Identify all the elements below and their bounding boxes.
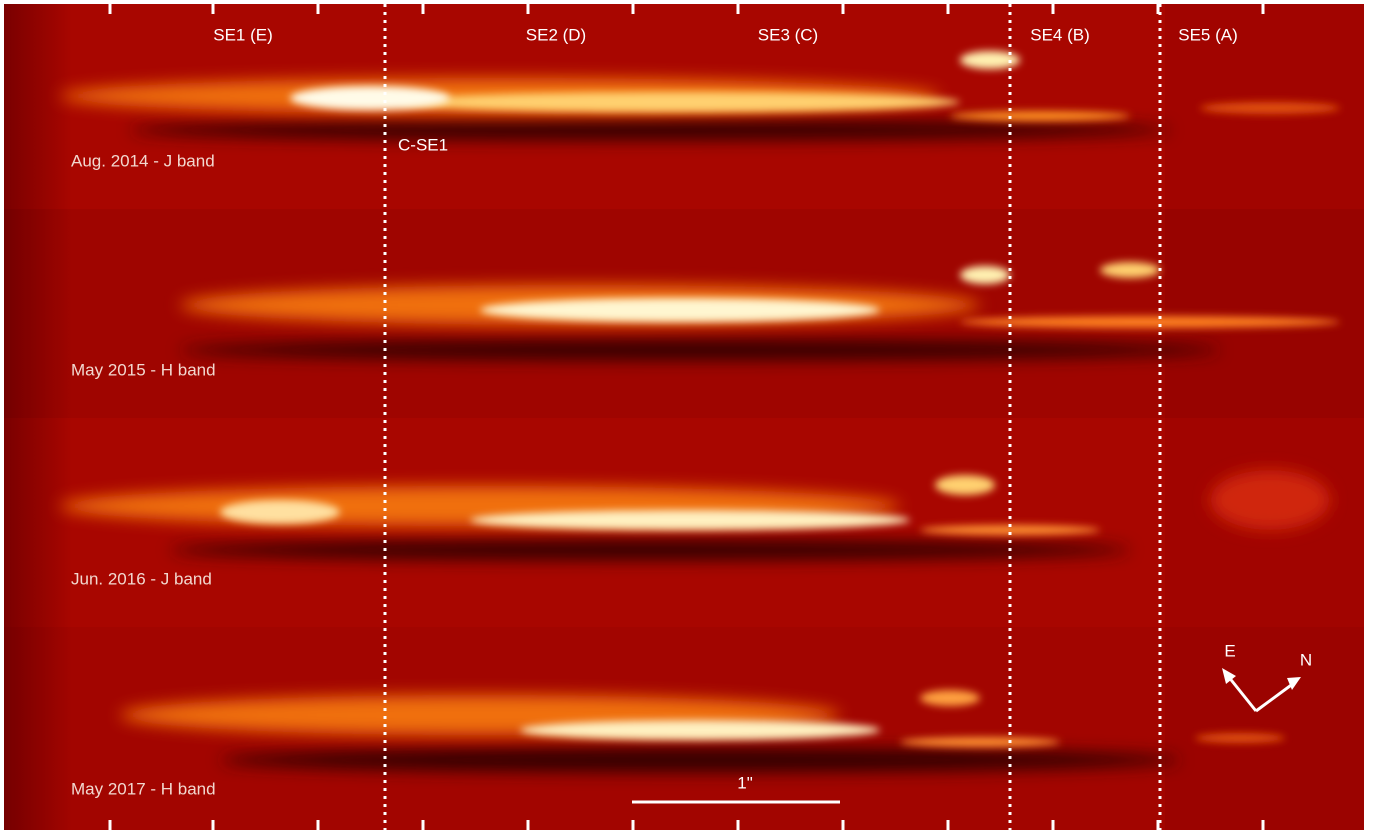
disk-emission bbox=[60, 51, 1340, 772]
feature-label: SE3 (C) bbox=[758, 25, 818, 44]
compass bbox=[1222, 668, 1301, 713]
image-background bbox=[4, 4, 1364, 830]
panel-label: May 2015 - H band bbox=[71, 360, 216, 379]
feature-label: SE1 (E) bbox=[213, 25, 273, 44]
feature-label: SE5 (A) bbox=[1178, 25, 1238, 44]
panel-label: May 2017 - H band bbox=[71, 779, 216, 798]
feature-label: SE2 (D) bbox=[526, 25, 586, 44]
compass-east: E bbox=[1224, 641, 1235, 660]
frame-ticks bbox=[108, 4, 1265, 830]
feature-label: SE4 (B) bbox=[1030, 25, 1090, 44]
panel-label: Aug. 2014 - J band bbox=[71, 151, 215, 170]
feature-dividers bbox=[383, 4, 1162, 830]
scale-label: 1" bbox=[737, 773, 753, 792]
annotation: C-SE1 bbox=[398, 135, 448, 154]
compass-north: N bbox=[1300, 650, 1312, 669]
panel-label: Jun. 2016 - J band bbox=[71, 569, 212, 588]
